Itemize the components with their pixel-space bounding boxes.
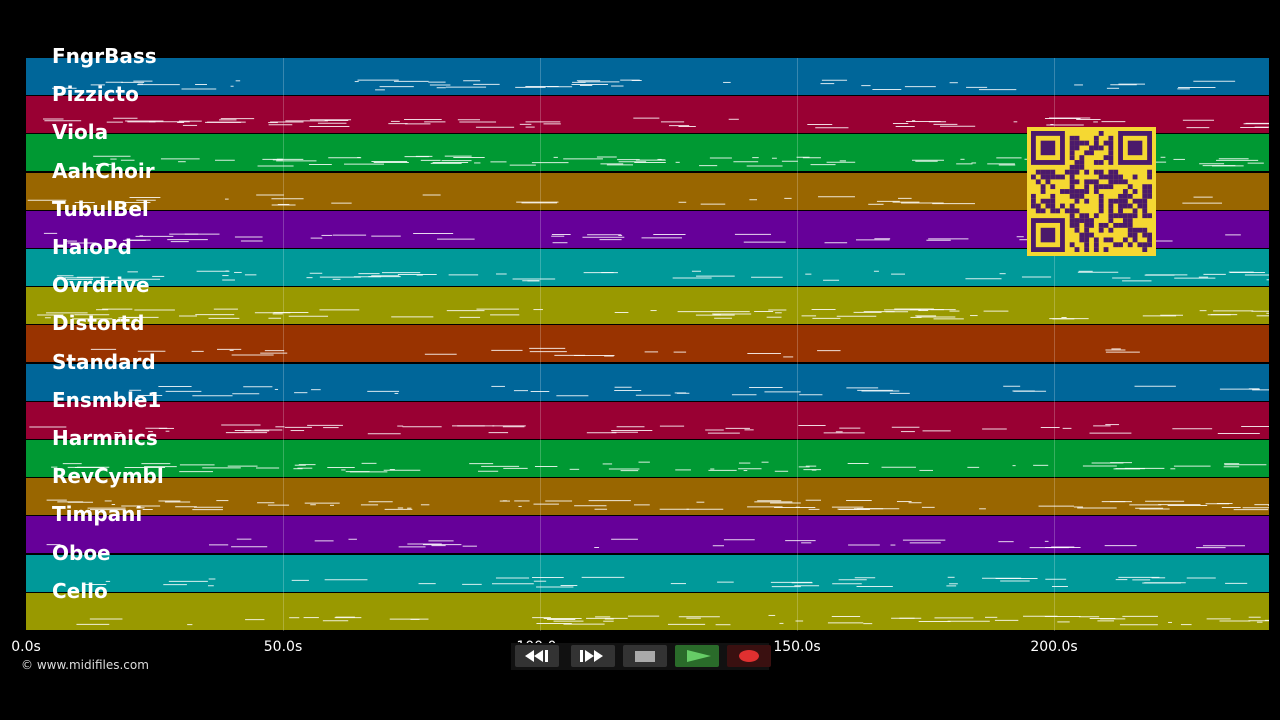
track-label: TubulBel [52,196,149,221]
track-notes [51,461,1267,473]
track-label: FngrBass [52,44,157,68]
track-label: Ovrdrive [52,273,150,298]
tick-label: 200.0s [1030,639,1078,655]
track-notes [52,79,1236,91]
track-label: Distortd [52,311,145,336]
track-label: HaloPd [52,235,132,259]
transport-controls [511,643,771,670]
track-label: AahChoir [52,158,155,183]
track-notes [29,423,1269,434]
track-row[interactable] [26,554,1269,593]
rewind-button[interactable] [515,645,559,667]
track-label: Timpani [52,502,143,527]
gridline [1054,58,1055,631]
play-button[interactable] [675,645,719,667]
track-label: RevCymbl [52,464,164,489]
timeline[interactable] [26,58,1269,631]
track-row[interactable] [26,58,1269,96]
tick-label: 50.0s [263,639,303,655]
track-notes [90,348,1140,358]
track-notes [37,308,1269,320]
track-row[interactable] [26,478,1269,517]
track-label: Harmnics [52,426,158,450]
gridline [797,58,798,631]
track-label: Cello [52,578,108,603]
track-row[interactable] [26,287,1269,326]
track-row[interactable] [26,325,1269,364]
tick-label: 150.0s [773,639,821,655]
play-icon [687,650,711,662]
track-notes [93,156,1264,167]
track-row[interactable] [26,516,1269,555]
record-button[interactable] [727,645,771,667]
fast-forward-button[interactable] [571,645,615,667]
track-notes [46,539,1245,549]
track-label: Oboe [52,540,111,565]
track-row[interactable] [26,440,1269,478]
gridline [540,58,541,631]
track-label: Viola [52,120,109,145]
qr-code-icon [1027,127,1156,256]
track-notes [46,499,1269,511]
track-row[interactable] [26,363,1269,402]
track-label: Standard [52,349,156,374]
copyright-text: © www.midifiles.com [21,658,149,672]
record-icon [739,650,759,662]
stop-icon [635,651,655,662]
track-label: Ensmble1 [52,387,162,412]
stop-button[interactable] [623,645,667,667]
gridline [283,58,284,631]
track-notes [129,385,1269,396]
tick-label: 0.0s [11,639,41,655]
fast-forward-icon [580,650,603,662]
track-notes [43,117,1269,129]
track-notes [76,614,1269,626]
track-notes [56,270,1269,282]
qr-code-pattern [1031,131,1152,252]
track-row[interactable] [26,96,1269,135]
track-row[interactable] [26,592,1269,631]
track-row[interactable] [26,401,1269,440]
track-label: Pizzicto [52,82,139,107]
rewind-icon [525,650,548,662]
track-notes [83,576,1248,588]
